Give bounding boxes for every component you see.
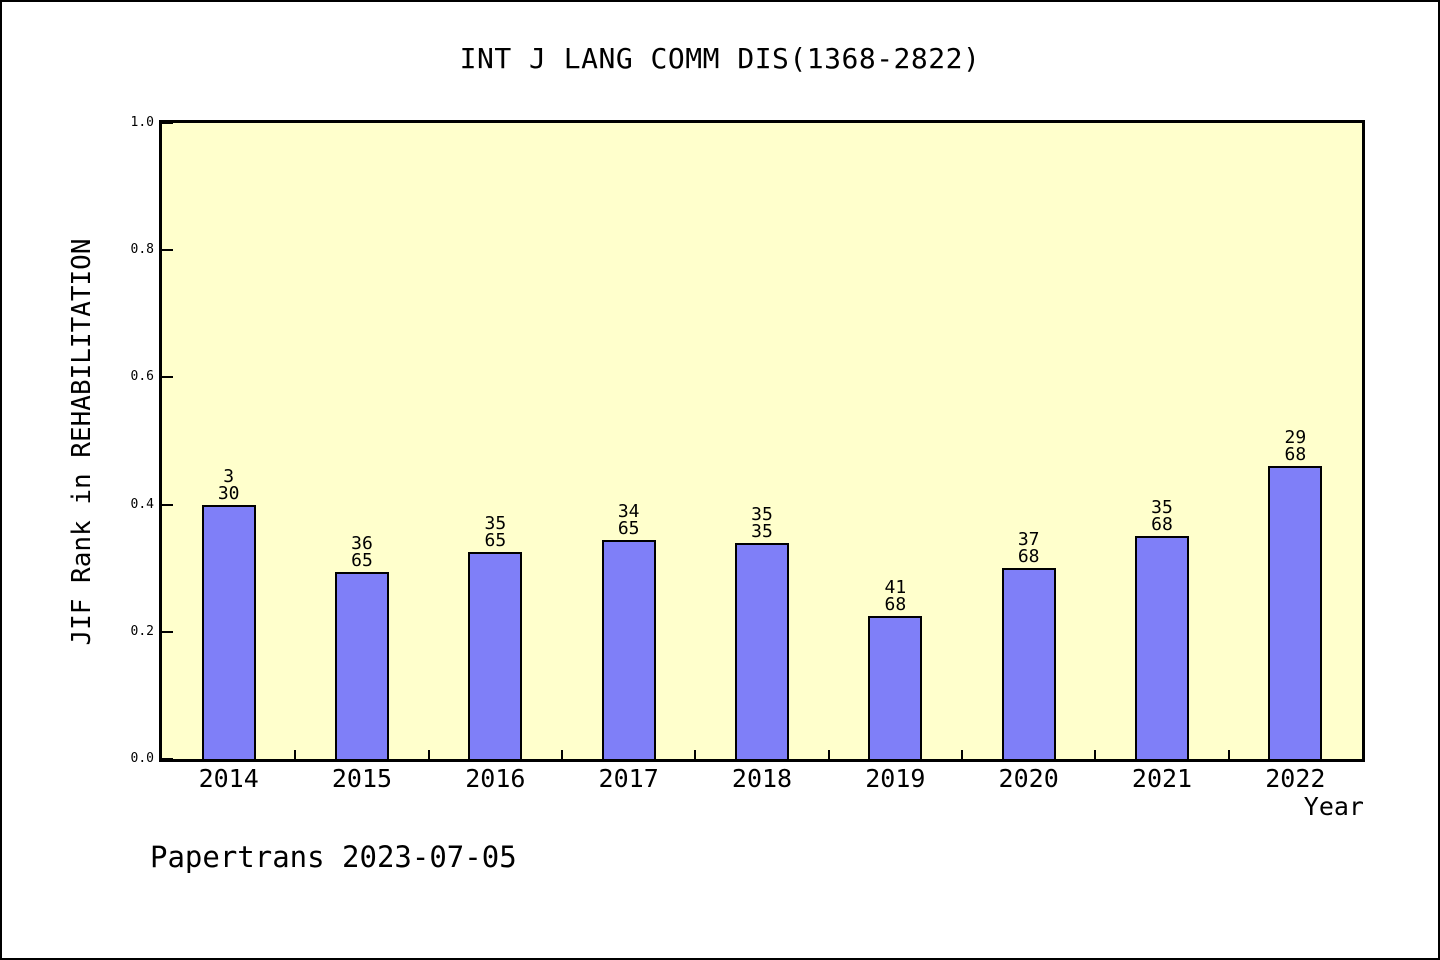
x-tick-label-2018: 2018 <box>731 764 793 793</box>
x-axis-title: Year <box>1303 792 1364 821</box>
y-tick <box>162 503 173 506</box>
bar-2020 <box>1001 567 1056 759</box>
y-tick <box>162 630 173 633</box>
bar-value-label: 37 68 <box>1017 528 1040 567</box>
y-tick <box>162 122 173 124</box>
x-tick <box>1227 750 1230 759</box>
bar-2018 <box>735 542 789 759</box>
bar-value-label: 35 68 <box>1151 496 1173 535</box>
y-tick-label: 1.0 <box>130 115 154 130</box>
x-tick <box>960 750 963 759</box>
x-tick-label-2015: 2015 <box>331 764 393 793</box>
bar-2022 <box>1268 465 1323 759</box>
y-tick-label: 0.8 <box>130 242 154 258</box>
bar-2016 <box>468 552 523 759</box>
x-tick <box>694 750 697 759</box>
bar-value-label: 35 35 <box>751 503 773 542</box>
x-tick-label-2021: 2021 <box>1131 764 1193 793</box>
bar-2021 <box>1135 535 1189 759</box>
x-tick-label-2019: 2019 <box>865 764 926 793</box>
bar-2014 <box>201 504 256 759</box>
y-tick-label: 0.0 <box>130 751 154 766</box>
x-tick <box>827 750 830 759</box>
bar-value-label: 34 65 <box>617 501 640 540</box>
watermark-footer: Papertrans 2023-07-05 <box>150 840 517 874</box>
x-tick <box>560 750 563 759</box>
x-tick <box>294 750 297 759</box>
bar-2019 <box>868 615 923 759</box>
bar-value-label: 35 65 <box>484 513 507 552</box>
x-tick <box>427 750 430 759</box>
y-tick-label: 0.2 <box>130 623 154 639</box>
bar-value-label: 29 68 <box>1284 426 1307 465</box>
y-tick <box>162 249 173 252</box>
plot-area: 0.0 0.2 0.4 0.6 0.8 1.0 3 30 2014 36 65 2015 35 65… <box>131 115 1365 793</box>
y-tick <box>162 758 173 760</box>
chart-title: INT J LANG COMM DIS(1368-2822) <box>459 42 981 75</box>
y-axis-title: JIF Rank in REHABILITATION <box>67 238 97 646</box>
bar-value-label: 41 68 <box>884 576 907 615</box>
bar-value-label: 3 30 <box>217 465 240 504</box>
x-tick-label-2017: 2017 <box>598 764 659 793</box>
x-tick-label-2014: 2014 <box>198 764 259 793</box>
bar-2015 <box>334 572 389 759</box>
y-tick <box>162 376 173 379</box>
bar-value-label: 36 65 <box>351 533 373 572</box>
x-tick-label-2020: 2020 <box>998 764 1059 793</box>
bar-2017 <box>601 540 656 759</box>
y-tick-label: 0.6 <box>130 369 154 385</box>
x-tick <box>1094 750 1097 759</box>
y-tick-label: 0.4 <box>130 496 154 512</box>
plot-inner: 0.0 0.2 0.4 0.6 0.8 1.0 3 30 2014 36 65 2015 35 65… <box>131 115 1362 793</box>
x-tick-label-2016: 2016 <box>465 764 526 793</box>
x-tick-label-2022: 2022 <box>1265 764 1326 793</box>
